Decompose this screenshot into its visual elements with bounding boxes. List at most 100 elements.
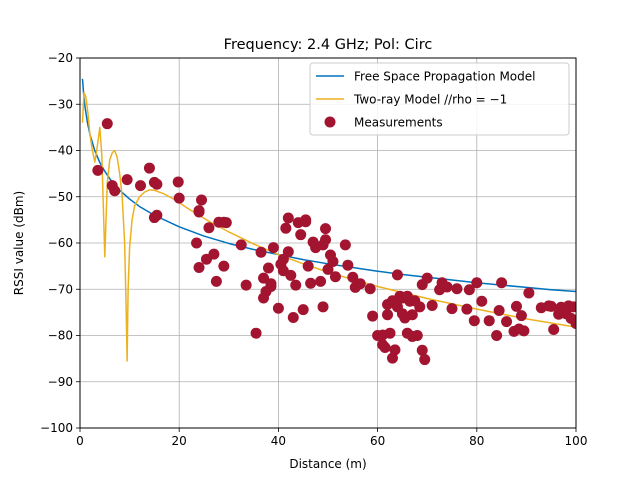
measurement-point <box>272 302 284 314</box>
measurement-point <box>545 300 557 312</box>
measurement-point <box>258 292 270 304</box>
measurement-point <box>135 180 147 192</box>
measurement-point <box>463 284 475 296</box>
measurement-point <box>354 278 366 290</box>
chart-title: Frequency: 2.4 GHz; Pol: Circ <box>224 37 433 53</box>
measurement-point <box>379 342 391 354</box>
measurement-point <box>471 277 483 289</box>
measurement-point <box>101 118 113 130</box>
measurement-point <box>121 174 133 186</box>
measurement-point <box>297 304 309 316</box>
measurement-point <box>384 327 396 339</box>
measurement-point <box>282 246 294 258</box>
measurement-point <box>414 301 426 313</box>
y-tick-label: −70 <box>48 282 73 296</box>
measurement-point <box>518 325 530 337</box>
measurement-point <box>265 280 277 292</box>
measurement-point <box>523 287 535 299</box>
x-tick-label: 20 <box>172 434 187 448</box>
measurement-point <box>570 317 576 329</box>
x-tick-label: 60 <box>370 434 385 448</box>
measurement-point <box>406 309 418 321</box>
measurement-point <box>173 192 185 204</box>
measurement-point <box>548 323 560 335</box>
plot-area <box>81 78 576 366</box>
y-tick-label: −40 <box>48 144 73 158</box>
measurement-point <box>389 344 401 356</box>
measurement-point <box>322 263 334 275</box>
measurement-point <box>367 310 379 322</box>
measurement-point <box>329 271 341 283</box>
measurement-point <box>151 209 163 221</box>
measurement-point <box>109 185 121 197</box>
legend-measurements-label: Measurements <box>354 116 443 130</box>
measurement-point <box>451 283 463 295</box>
measurement-point <box>218 260 230 272</box>
measurement-point <box>290 279 302 291</box>
measurement-point <box>193 262 205 274</box>
measurement-point <box>476 295 488 307</box>
measurement-point <box>419 354 431 366</box>
legend: Free Space Propagation Model Two-ray Mod… <box>309 62 570 136</box>
measurement-point <box>568 301 576 313</box>
measurement-point <box>255 246 267 258</box>
y-tick-label: −90 <box>48 375 73 389</box>
measurement-point <box>510 300 522 312</box>
measurement-point <box>411 330 423 341</box>
x-tick-label: 100 <box>565 434 588 448</box>
y-tick-label: −100 <box>40 421 73 435</box>
measurement-point <box>208 248 220 260</box>
measurement-point <box>501 316 513 328</box>
axis-ticks: 0 20 40 60 80 100 −100 −90 −80 −70 −60 −50 −40 −30 −20 <box>40 51 587 448</box>
measurement-point <box>250 327 262 339</box>
measurement-point <box>196 194 208 206</box>
measurement-point <box>203 222 215 234</box>
measurement-point <box>446 303 458 315</box>
series-line-0 <box>81 78 576 293</box>
x-tick-label: 0 <box>76 434 84 448</box>
measurement-point <box>391 269 403 281</box>
measurement-point <box>218 216 230 228</box>
y-tick-label: −60 <box>48 236 73 250</box>
measurement-point <box>315 275 327 287</box>
measurement-point <box>285 269 297 281</box>
measurement-point <box>151 178 163 190</box>
series-line-1 <box>81 91 576 362</box>
measurement-point <box>300 214 312 226</box>
measurement-point <box>302 260 314 272</box>
plot-series <box>81 78 576 366</box>
measurement-point <box>143 162 155 174</box>
x-tick-label: 40 <box>271 434 286 448</box>
measurement-point <box>468 315 480 327</box>
x-axis-label: Distance (m) <box>289 457 366 471</box>
measurement-point <box>421 272 433 284</box>
measurement-point <box>364 283 376 295</box>
measurement-point <box>493 305 505 317</box>
measurement-point <box>386 352 398 364</box>
x-tick-label: 80 <box>469 434 484 448</box>
measurement-point <box>461 303 473 315</box>
measurement-point <box>496 277 508 289</box>
measurement-point <box>240 279 252 291</box>
measurement-point <box>342 259 354 271</box>
measurement-point <box>426 299 438 311</box>
measurement-point <box>267 242 279 254</box>
y-tick-label: −30 <box>48 97 73 111</box>
measurement-point <box>210 275 222 287</box>
measurement-point <box>441 281 453 293</box>
measurement-point <box>483 315 495 327</box>
measurement-point <box>515 310 527 322</box>
measurement-point <box>382 309 394 321</box>
legend-free-space-label: Free Space Propagation Model <box>354 70 535 84</box>
measurement-point <box>317 301 329 313</box>
measurement-point <box>262 262 274 274</box>
y-tick-label: −50 <box>48 190 73 204</box>
measurement-point <box>320 234 332 246</box>
measurement-point <box>280 222 292 234</box>
measurement-point <box>193 205 205 217</box>
measurement-point <box>92 164 104 176</box>
measurement-point <box>191 237 203 249</box>
measurement-point <box>491 330 503 341</box>
